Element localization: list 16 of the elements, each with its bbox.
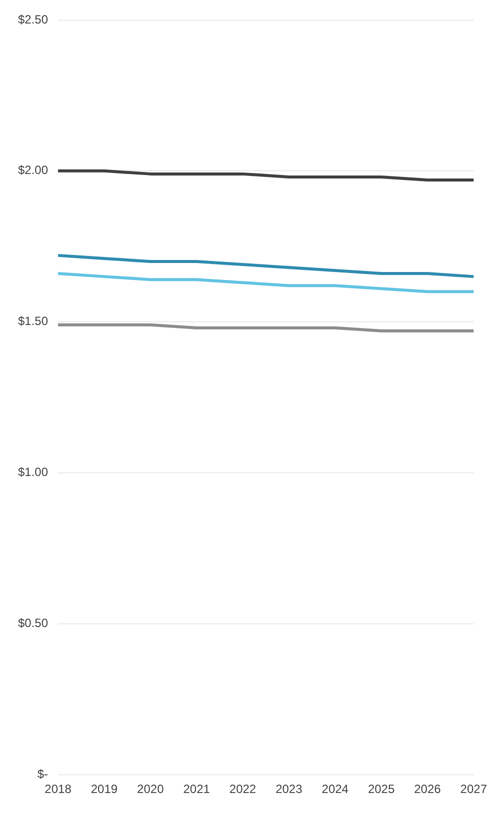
y-tick-label: $1.00	[18, 465, 48, 480]
y-tick-label: $2.00	[18, 163, 48, 178]
x-tick-label: 2027	[460, 782, 488, 796]
y-tick-label: $-	[37, 766, 48, 781]
x-tick-label: 2024	[322, 782, 349, 796]
x-tick-label: 2020	[137, 782, 164, 796]
x-tick-label: 2022	[229, 782, 256, 796]
x-tick-label: 2023	[276, 782, 303, 796]
x-tick-label: 2021	[183, 782, 210, 796]
x-tick-label: 2025	[368, 782, 395, 796]
y-tick-label: $2.50	[18, 12, 48, 26]
y-tick-label: $0.50	[18, 616, 48, 630]
x-tick-label: 2019	[90, 782, 118, 796]
y-tick-label: $1.50	[18, 314, 48, 328]
x-tick-label: 2018	[44, 782, 72, 796]
x-tick-label: 2026	[414, 782, 442, 796]
